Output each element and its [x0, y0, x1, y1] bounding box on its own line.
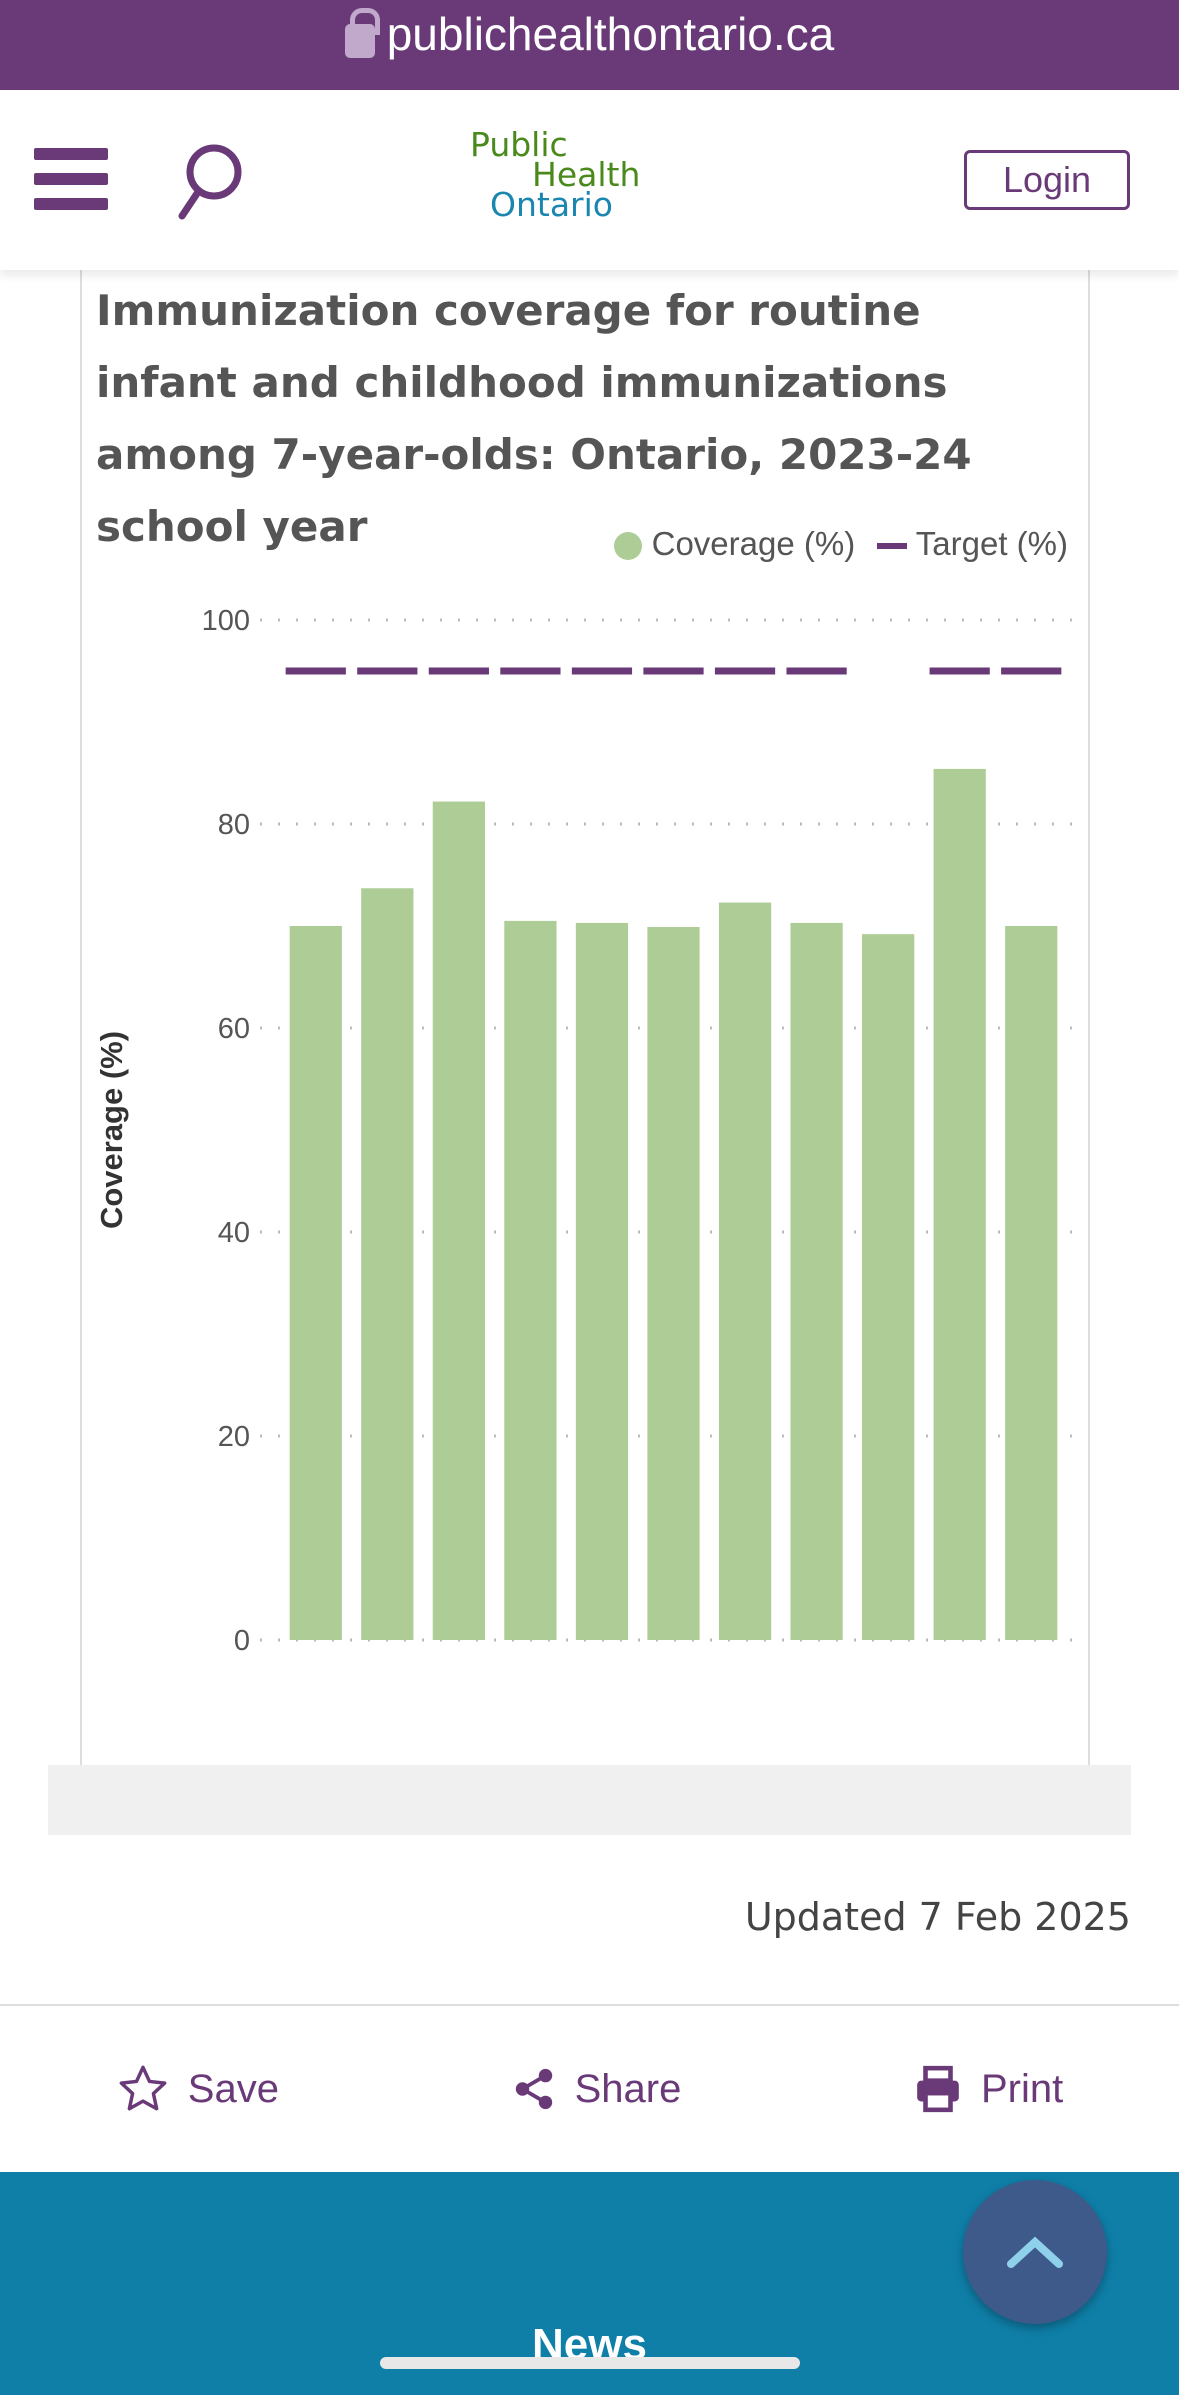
share-icon [515, 2068, 552, 2110]
chevron-up-icon [1007, 2236, 1063, 2268]
x-tick-label: Tetanus [1016, 1660, 1047, 1758]
logo[interactable]: Public Health Ontario [470, 125, 641, 224]
bar-hib [361, 888, 414, 1640]
x-tick-label: Pertussis [659, 1660, 690, 1765]
x-tick-label: Polio [802, 1660, 833, 1722]
scroll-to-top-button[interactable] [963, 2180, 1107, 2324]
bar-tetanus [1005, 926, 1058, 1640]
chart-title: Immunization coverage for routine infant… [96, 286, 972, 551]
x-tick-label: Measles [515, 1660, 546, 1764]
print-label: Print [980, 2066, 1064, 2111]
y-tick-label: 100 [202, 605, 250, 637]
y-tick-label: 40 [218, 1217, 250, 1249]
x-tick-label: Hib [372, 1660, 403, 1702]
search-icon[interactable] [170, 140, 250, 220]
bar-mumps [575, 922, 629, 1640]
x-tick-label: Diphtheria [301, 1660, 332, 1765]
legend-dot-icon [614, 532, 643, 561]
x-tick-label: Mumps [587, 1660, 618, 1752]
logo-line: Public [470, 125, 568, 164]
printer-icon [917, 2065, 959, 2113]
bar-diphtheria [289, 926, 342, 1640]
bar-pneumo [718, 902, 772, 1640]
bar-pertussis [647, 927, 700, 1640]
browser-url-bar[interactable]: publichealthontario.ca [0, 0, 1179, 90]
x-tick-label: Rubella [945, 1660, 976, 1755]
bar-rotavirus [862, 934, 915, 1640]
home-indicator[interactable] [380, 2357, 800, 2369]
lock-icon [344, 8, 380, 58]
logo-line: Health [532, 155, 641, 194]
login-button[interactable]: Login [964, 150, 1130, 210]
site-header: Public Health Ontario Login [0, 90, 1179, 270]
bar-polio [790, 922, 843, 1640]
legend-line-icon [877, 543, 908, 550]
x-tick-label: Rotavirus [873, 1660, 904, 1765]
chart-card: Immunization coverage for routine infant… [80, 270, 1090, 1765]
legend-target: Target (%) [877, 525, 1068, 563]
print-button[interactable]: Print [913, 2064, 1063, 2114]
chart-scrollbar-strip[interactable] [48, 1765, 1131, 1835]
y-axis-label: Coverage (%) [94, 1031, 129, 1229]
chart-legend: Coverage (%) Target (%) [614, 525, 1068, 563]
star-icon [119, 2065, 167, 2111]
updated-date: Updated 7 Feb 2025 [744, 1895, 1131, 1939]
y-tick-label: 0 [234, 1625, 250, 1657]
bar-measles [504, 920, 557, 1640]
share-label: Share [574, 2066, 682, 2111]
bar-rubella [933, 768, 986, 1640]
y-tick-label: 80 [218, 809, 250, 841]
url-text: publichealthontario.ca [386, 8, 835, 60]
x-tick-label: Pneumo [730, 1660, 761, 1764]
logo-line: Ontario [490, 185, 613, 224]
share-button[interactable]: Share [511, 2064, 682, 2114]
x-tick-label: MCC [444, 1660, 475, 1724]
bar-chart: 0 20 40 60 80 100 Coverage (%) Diphtheria Hib MCC… [94, 605, 1072, 1765]
save-label: Save [187, 2066, 279, 2111]
y-tick-label: 60 [218, 1013, 250, 1045]
legend-coverage: Coverage (%) [614, 525, 855, 563]
save-button[interactable]: Save [116, 2063, 279, 2115]
y-tick-label: 20 [218, 1421, 250, 1453]
bar-mcc [432, 801, 485, 1640]
action-bar: Save Share Print [0, 2004, 1179, 2172]
menu-icon[interactable] [34, 148, 108, 210]
